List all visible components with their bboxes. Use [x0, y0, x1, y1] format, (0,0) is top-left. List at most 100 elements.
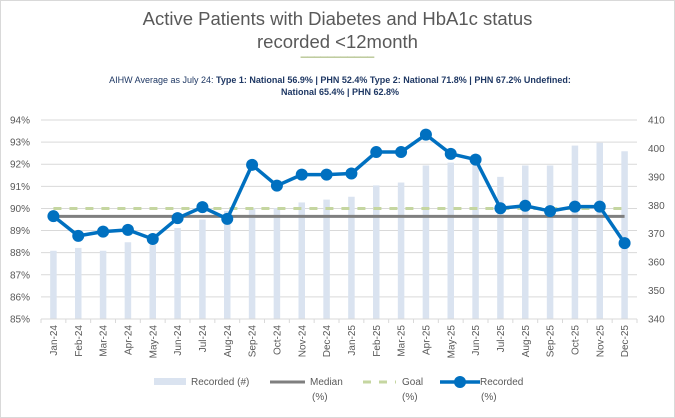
x-tick-label: Jan-25 — [347, 325, 358, 356]
recorded-percent-point — [221, 212, 234, 225]
recorded-percent-point — [97, 225, 110, 238]
recorded-percent-point — [519, 199, 532, 212]
bar-recorded-count — [149, 245, 156, 319]
legend-label-median-line-2: (%) — [312, 392, 328, 403]
recorded-percent-point — [618, 237, 631, 250]
bar-recorded-count — [397, 182, 405, 319]
chart-title-line-1: Active Patients with Diabetes and HbA1c … — [142, 8, 533, 29]
y-left-tick-label: 86% — [10, 292, 30, 303]
title-divider: ___________ — [300, 44, 375, 58]
subtitle-line-1: Type 1: National 56.9% | PHN 52.4% Type … — [216, 75, 571, 85]
bar-recorded-count — [497, 176, 504, 319]
y-right-tick-label: 390 — [648, 172, 665, 183]
y-left-tick-label: 92% — [10, 160, 30, 171]
x-tick-label: Mar-24 — [99, 325, 110, 357]
bar-recorded-count — [596, 142, 603, 319]
bar-recorded-count — [447, 162, 454, 319]
x-tick-label: May-25 — [446, 325, 457, 359]
recorded-percent-point — [270, 179, 283, 192]
legend-label-goal-line-2: (%) — [402, 392, 418, 403]
recorded-percent-line — [52, 132, 627, 245]
recorded-percent-point — [320, 168, 333, 181]
y-right-tick-label: 360 — [648, 258, 665, 269]
x-tick-label: Mar-25 — [397, 325, 408, 357]
x-tick-label: Dec-24 — [322, 325, 333, 358]
x-tick-label: Apr-25 — [421, 325, 432, 355]
y-left-tick-label: 90% — [10, 204, 30, 215]
recorded-percent-point — [345, 167, 358, 180]
y-left-tick-label: 91% — [10, 182, 30, 193]
x-tick-label: Apr-24 — [123, 325, 134, 355]
y-right-tick-label: 370 — [648, 229, 665, 240]
x-tick-label: Jun-24 — [173, 325, 184, 356]
recorded-percent-point — [593, 200, 606, 213]
recorded-percent-point — [121, 223, 134, 236]
legend-label-recorded-count: Recorded (#) — [191, 377, 249, 388]
bar-recorded-count — [248, 208, 256, 319]
bar-recorded-count — [571, 145, 579, 319]
x-tick-label: Nov-25 — [595, 325, 606, 358]
recorded-percent-point — [72, 229, 85, 242]
recorded-percent-point — [47, 210, 60, 223]
bar-recorded-count — [522, 165, 529, 319]
bar-recorded-count — [472, 162, 479, 319]
recorded-percent-point — [370, 146, 383, 159]
recorded-percent-point — [419, 128, 432, 141]
recorded-percent-point — [146, 232, 159, 245]
x-tick-label: Nov-24 — [297, 325, 308, 358]
x-axis: Jan-24 Feb-24 Mar-24 Apr-24 May-24 Jun-24 Jul-… — [40, 318, 638, 359]
bar-recorded-count — [621, 151, 628, 319]
bar-recorded-count — [50, 250, 57, 319]
bar-recorded-count — [75, 247, 82, 319]
x-tick-label: Feb-25 — [372, 325, 383, 357]
recorded-percent-point — [395, 146, 408, 159]
bar-recorded-count — [124, 242, 132, 319]
bar-series-recorded-count — [50, 142, 628, 319]
y-right-tick-label: 400 — [648, 144, 665, 155]
legend-label-recorded-percent-line-2: (%) — [481, 392, 497, 403]
x-tick-label: Jul-24 — [198, 325, 209, 353]
y-left-tick-label: 93% — [10, 138, 30, 149]
recorded-percent-point — [444, 147, 457, 160]
legend-label-median-line-1: Median — [310, 377, 343, 388]
subtitle-line-2: National 65.4% | PHN 62.8% — [280, 87, 400, 97]
recorded-percent-point — [171, 212, 184, 225]
bar-recorded-count — [273, 208, 281, 319]
legend-marker-recorded-percent — [454, 376, 466, 388]
y-left-tick-label: 94% — [10, 116, 30, 127]
x-tick-label: Jan-24 — [49, 325, 60, 356]
bar-recorded-count — [298, 202, 305, 319]
bar-recorded-count — [199, 219, 206, 319]
x-tick-label: Aug-25 — [521, 325, 532, 358]
recorded-percent-point — [544, 205, 557, 218]
subtitle-prefix: AIHW Average as July 24: — [109, 75, 217, 85]
y-right-tick-label: 380 — [648, 201, 665, 212]
bar-recorded-count — [174, 228, 181, 319]
y-left-tick-label: 89% — [10, 226, 30, 237]
chart-title-line-2: recorded <12month — [257, 31, 418, 52]
x-tick-label: Dec-25 — [620, 325, 631, 358]
recorded-percent-point — [246, 158, 259, 171]
bar-recorded-count — [422, 165, 430, 319]
recorded-percent-point — [295, 168, 308, 181]
y-right-tick-label: 410 — [648, 116, 665, 127]
y-left-tick-label: 87% — [10, 270, 30, 281]
bar-recorded-count — [99, 250, 107, 319]
legend-label-goal-line-1: Goal — [402, 377, 423, 388]
x-tick-label: Jul-25 — [496, 325, 507, 353]
x-tick-label: Oct-24 — [272, 325, 283, 355]
legend: Recorded (#) Median (%) Goal (%) Recorded (%) — [154, 376, 523, 403]
recorded-line-series — [47, 128, 631, 250]
x-tick-label: May-24 — [148, 325, 159, 359]
x-tick-label: Aug-24 — [223, 325, 234, 358]
recorded-percent-point — [568, 200, 581, 213]
y-right-tick-label: 350 — [648, 286, 665, 297]
x-tick-label: Oct-25 — [570, 325, 581, 355]
y-axis-right: 340 350 360 370 380 390 400 410 — [648, 116, 665, 326]
bar-recorded-count — [373, 185, 380, 319]
y-axis-left: 85% 86% 87% 88% 89% 90% 91% 92% 93% 94% — [10, 116, 30, 326]
legend-label-recorded-percent-line-1: Recorded — [480, 377, 523, 388]
bar-recorded-count — [546, 165, 554, 319]
y-left-tick-label: 85% — [10, 315, 30, 326]
